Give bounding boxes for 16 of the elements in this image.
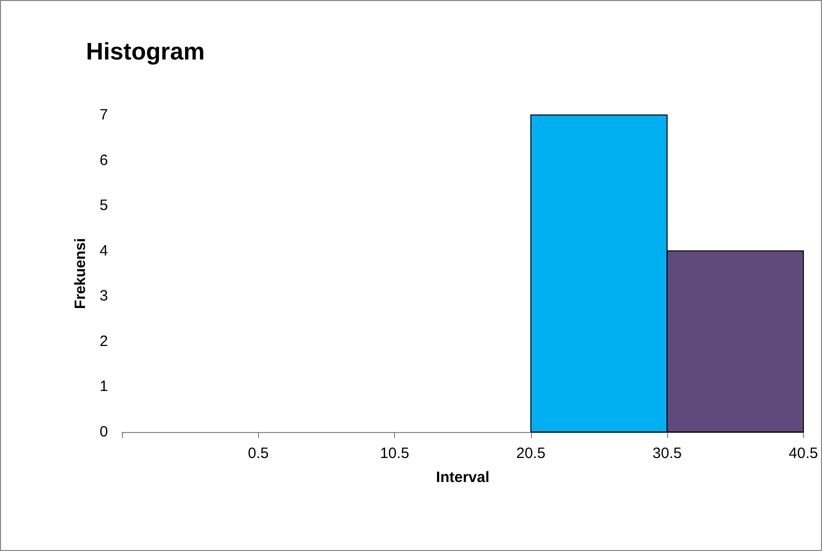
y-tick-label: 1: [100, 378, 108, 396]
x-tick-label: 40.5: [788, 445, 818, 462]
y-tick-label: 7: [100, 106, 108, 124]
x-tick-label: 20.5: [516, 445, 546, 462]
x-tick-label: 10.5: [380, 445, 410, 462]
y-tick-label: 4: [100, 242, 108, 260]
y-tick-label: 2: [100, 332, 108, 350]
y-tick-label: 6: [100, 152, 108, 169]
x-tick-label: 0.5: [248, 445, 269, 462]
x-axis-title: Interval: [436, 469, 490, 486]
y-tick-label: 3: [100, 288, 108, 305]
y-tick-label: 5: [100, 197, 108, 214]
chart-title: Histogram: [86, 38, 205, 66]
y-axis-title: Frekuensi: [72, 238, 89, 309]
y-tick-label: 0: [100, 424, 108, 440]
x-tick-label: 30.5: [652, 445, 682, 462]
